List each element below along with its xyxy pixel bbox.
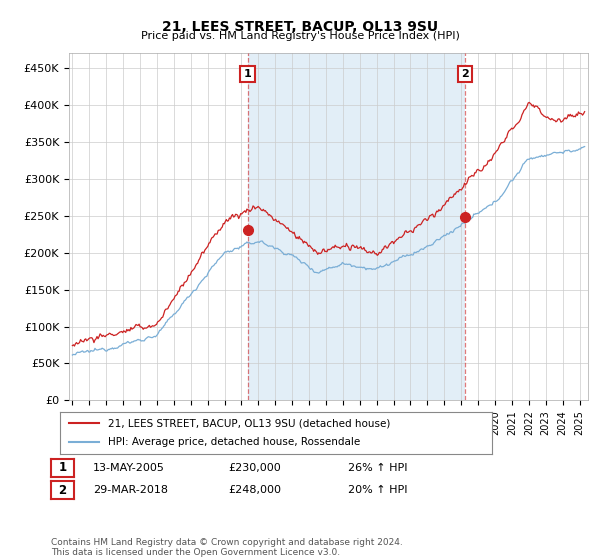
- Text: 1: 1: [244, 69, 251, 79]
- Text: £248,000: £248,000: [228, 485, 281, 495]
- Text: 26% ↑ HPI: 26% ↑ HPI: [348, 463, 407, 473]
- Text: HPI: Average price, detached house, Rossendale: HPI: Average price, detached house, Ross…: [107, 437, 360, 447]
- Text: 29-MAR-2018: 29-MAR-2018: [93, 485, 168, 495]
- Text: 13-MAY-2005: 13-MAY-2005: [93, 463, 165, 473]
- Text: 1: 1: [58, 461, 67, 474]
- Text: Contains HM Land Registry data © Crown copyright and database right 2024.
This d: Contains HM Land Registry data © Crown c…: [51, 538, 403, 557]
- Text: 21, LEES STREET, BACUP, OL13 9SU: 21, LEES STREET, BACUP, OL13 9SU: [162, 20, 438, 34]
- Text: Price paid vs. HM Land Registry's House Price Index (HPI): Price paid vs. HM Land Registry's House …: [140, 31, 460, 41]
- Text: 2: 2: [58, 483, 67, 497]
- Text: 2: 2: [461, 69, 469, 79]
- Text: £230,000: £230,000: [228, 463, 281, 473]
- Text: 21, LEES STREET, BACUP, OL13 9SU (detached house): 21, LEES STREET, BACUP, OL13 9SU (detach…: [107, 418, 390, 428]
- Text: 20% ↑ HPI: 20% ↑ HPI: [348, 485, 407, 495]
- Bar: [248, 53, 465, 400]
